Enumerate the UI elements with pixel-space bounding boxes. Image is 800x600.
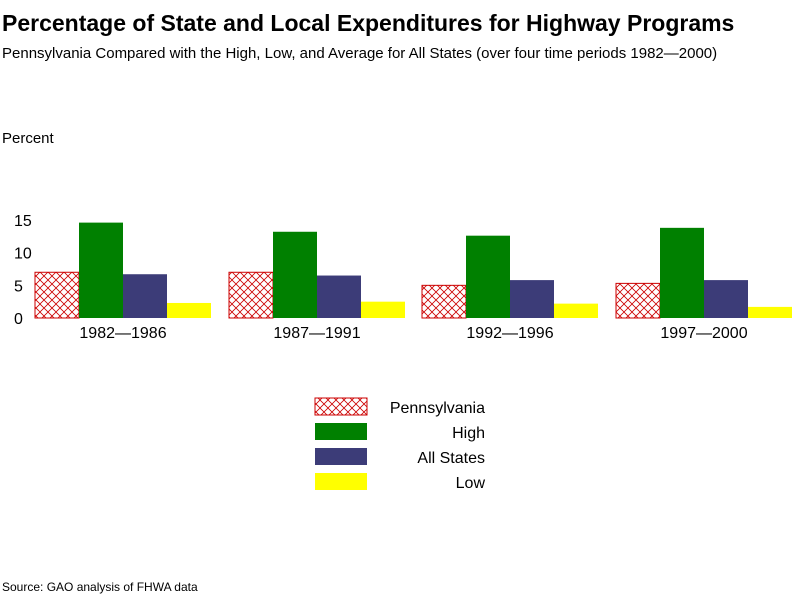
x-tick-label: 1987—1991 [273,325,360,342]
y-tick-label: 15 [14,213,32,230]
y-tick-label: 0 [14,311,23,328]
legend-label: High [452,425,485,442]
bar-low [167,302,211,318]
bar-all-states [510,280,554,318]
chart-title: Percentage of State and Local Expenditur… [2,10,735,36]
chart-subtitle: Pennsylvania Compared with the High, Low… [2,45,718,62]
legend-swatch [315,448,367,465]
bar-all-states [317,275,361,318]
y-tick-label: 10 [14,246,32,263]
bar-pennsylvania [421,284,467,319]
y-axis-label: Percent [2,130,55,147]
bar-high [273,231,317,318]
bar-high [660,227,704,318]
bar-low [361,301,405,318]
x-tick-label: 1997—2000 [660,325,747,342]
legend-label: All States [417,450,485,467]
bar-high [466,235,510,318]
source-note: Source: GAO analysis of FHWA data [2,580,198,594]
legend-label: Low [456,475,486,492]
y-tick-label: 5 [14,278,23,295]
legend-label: Pennsylvania [390,400,485,417]
bar-pennsylvania [34,271,80,319]
legend-swatch [315,473,367,490]
bar-high [79,222,123,318]
bar-pennsylvania [615,282,661,319]
x-tick-label: 1982—1986 [79,325,166,342]
bar-low [748,306,792,318]
x-tick-label: 1992—1996 [466,325,553,342]
bar-low [554,303,598,318]
bar-pennsylvania [228,271,274,319]
legend-swatch [314,397,368,416]
bar-all-states [123,274,167,318]
bar-all-states [704,280,748,318]
legend-swatch [315,423,367,440]
